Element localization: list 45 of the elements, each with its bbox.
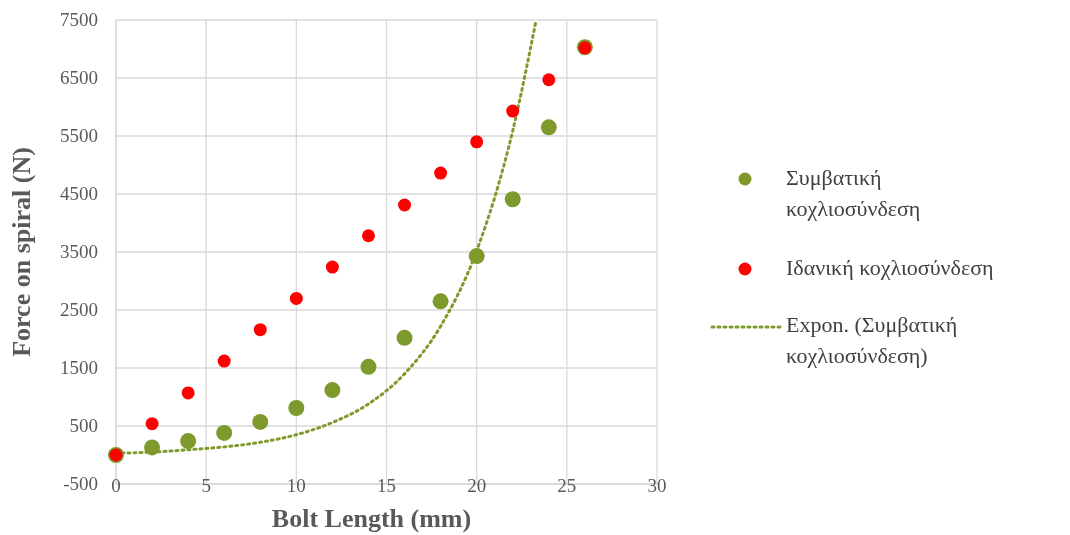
y-tick-label: 6500: [60, 67, 98, 88]
point: [217, 354, 231, 368]
point: [145, 417, 159, 431]
point: [252, 413, 269, 430]
point: [180, 433, 197, 450]
point: [253, 323, 267, 337]
x-tick-label: 25: [557, 475, 577, 496]
x-tick-label: 20: [467, 475, 487, 496]
x-tick-label: 10: [286, 475, 306, 496]
point: [360, 358, 377, 375]
point: [144, 439, 161, 456]
x-tick-label: 30: [647, 475, 667, 496]
point: [325, 260, 339, 274]
legend-label: Expon. (Συμβατική κοχλιοσύνδεση): [786, 312, 958, 368]
point: [434, 166, 448, 180]
point: [432, 293, 449, 310]
point: [468, 248, 485, 265]
y-tick-label: 7500: [60, 9, 98, 30]
point: [542, 73, 556, 87]
y-tick-label: 3500: [60, 241, 98, 262]
point: [361, 229, 375, 243]
point: [470, 135, 484, 149]
point: [216, 424, 233, 441]
point: [396, 329, 413, 346]
point: [506, 104, 520, 118]
y-tick-label: 2500: [60, 299, 98, 320]
y-tick-label: 1500: [60, 357, 98, 378]
x-axis-title: Bolt Length (mm): [271, 504, 472, 533]
point: [288, 400, 305, 417]
y-tick-label: 4500: [60, 183, 98, 204]
y-tick-label: 5500: [60, 125, 98, 146]
legend-label: Ιδανική κοχλιοσύνδεση: [786, 255, 994, 280]
x-tick-label: 15: [377, 475, 396, 496]
y-axis-title: Force on spiral (N): [7, 147, 36, 357]
x-tick-label: 5: [201, 475, 211, 496]
point: [398, 198, 412, 212]
legend-label: Συμβατική κοχλιοσύνδεση: [786, 165, 921, 221]
x-tick-label: 0: [111, 475, 121, 496]
point: [504, 191, 521, 208]
point: [540, 119, 557, 136]
point: [289, 291, 303, 305]
y-tick-label: 500: [69, 415, 98, 436]
y-tick-label: -500: [63, 473, 98, 494]
point: [181, 386, 195, 400]
point: [324, 382, 341, 399]
